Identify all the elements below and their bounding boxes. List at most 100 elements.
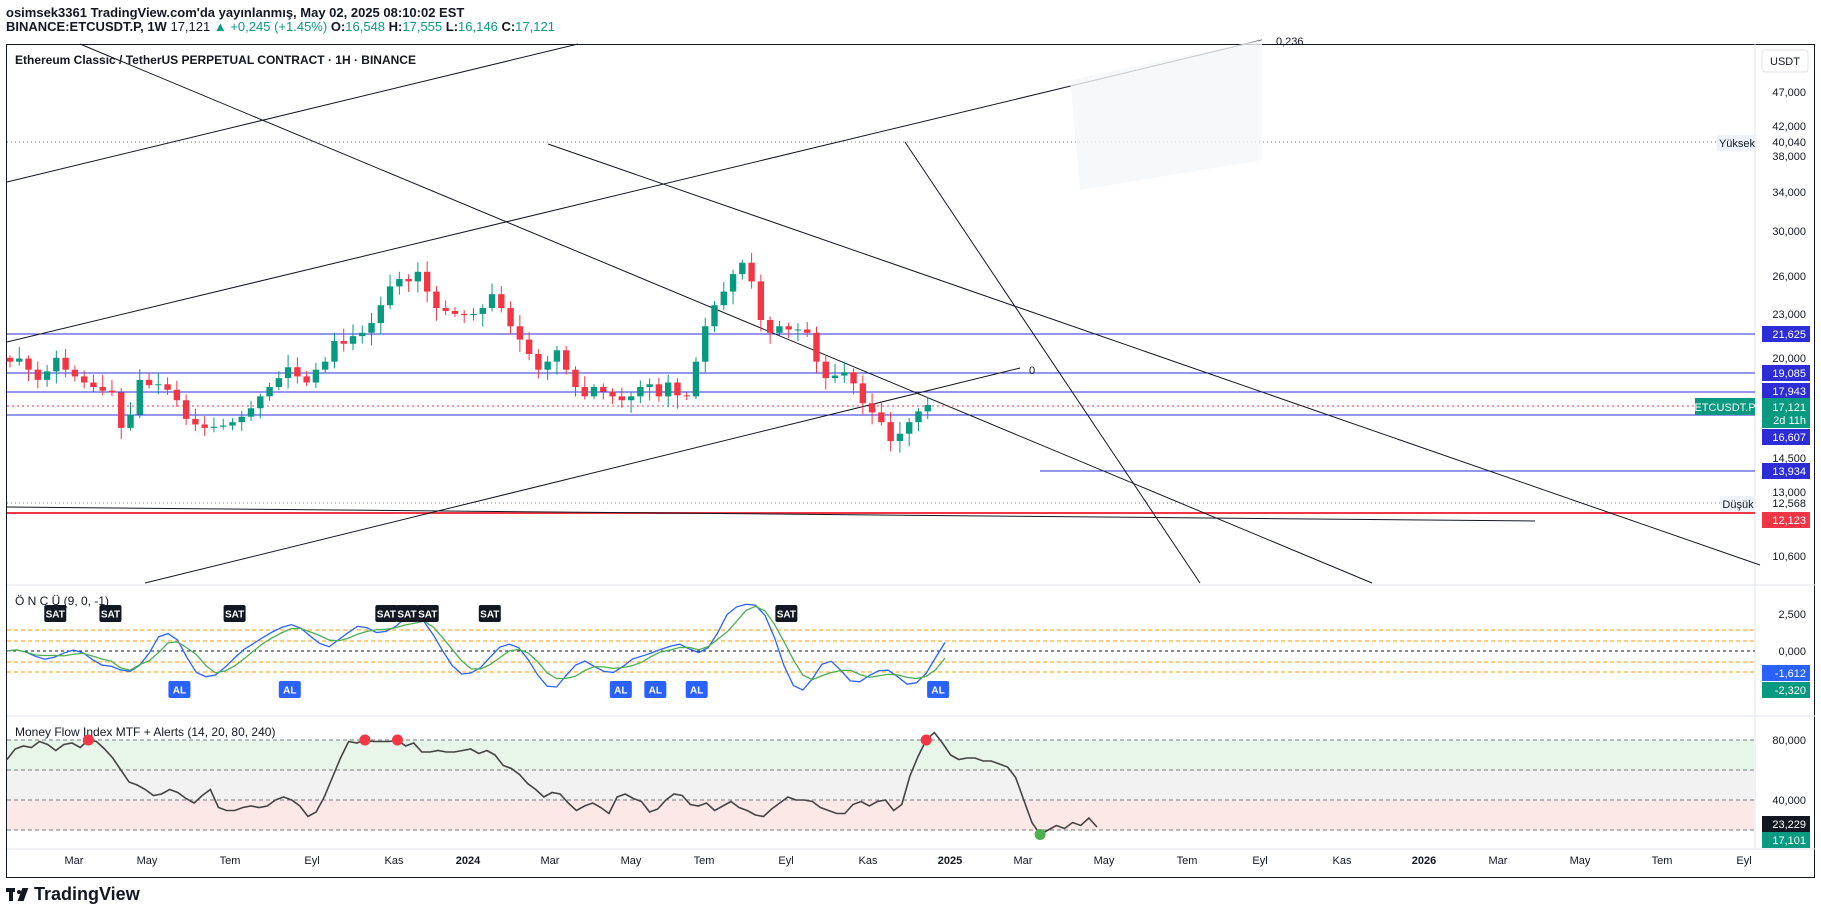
signal-label: SAT — [46, 610, 65, 621]
buy-signal — [609, 681, 632, 698]
signal-label: AL — [283, 686, 296, 697]
candle-body — [118, 392, 125, 428]
candle-body — [405, 278, 412, 282]
candle-body — [766, 319, 774, 333]
price-tick: 47,000 — [1772, 87, 1806, 99]
time-tick: Kas — [385, 855, 404, 867]
time-tick: May — [137, 855, 158, 867]
candle-body — [609, 391, 616, 397]
candle-body — [43, 371, 51, 380]
trendline[interactable] — [144, 367, 1021, 584]
level-badge-text: 21,625 — [1772, 329, 1806, 341]
price-axis[interactable]: 47,000 42,000 38,000 34,000 30,000 26,00… — [1772, 87, 1806, 563]
level-badge-text: 19,085 — [1772, 368, 1806, 380]
trendline[interactable] — [904, 141, 1201, 584]
trendline[interactable] — [79, 43, 1373, 584]
oscillator-line-slow — [6, 605, 946, 681]
currency-button[interactable] — [1761, 49, 1809, 73]
candle-body — [247, 408, 255, 417]
price-tick: 34,000 — [1772, 187, 1806, 199]
candle-body — [581, 387, 588, 397]
candle-body — [590, 387, 598, 397]
close-value: 17,121 — [515, 19, 555, 34]
trendline[interactable] — [6, 43, 579, 183]
mfi-value-badge — [1762, 816, 1810, 832]
mfi-value-badge — [1762, 832, 1810, 848]
time-tick: 2026 — [1412, 855, 1436, 867]
currency-label: USDT — [1770, 56, 1800, 68]
candle-body — [535, 353, 542, 370]
osc-value: -2,320 — [1775, 685, 1806, 697]
candle-body — [878, 412, 885, 423]
candle-body — [748, 262, 755, 282]
signal-label: SAT — [418, 610, 437, 621]
candle-body — [451, 310, 459, 314]
sell-signal — [775, 605, 798, 622]
candle-body — [859, 383, 867, 404]
mfi-line — [6, 731, 1098, 836]
osc-value-badge — [1762, 682, 1810, 698]
candle-body — [16, 358, 23, 362]
sell-signal — [44, 605, 67, 622]
symbol-label: BINANCE:ETCUSDT.P, 1W — [6, 19, 167, 34]
time-tick: Eyl — [304, 855, 319, 867]
open-value: 16,548 — [345, 19, 386, 34]
signal-label: AL — [614, 686, 627, 697]
candle-body — [414, 271, 422, 282]
signal-label: SAT — [225, 610, 244, 621]
candle-body — [887, 422, 894, 442]
osc-tick: 2,500 — [1778, 609, 1806, 621]
trendline[interactable] — [6, 506, 1536, 522]
tradingview-icon — [6, 887, 29, 902]
level-badge-16607 — [1762, 429, 1810, 445]
candle-body — [488, 294, 496, 309]
candle-body — [627, 396, 635, 401]
time-tick: May — [1094, 855, 1115, 867]
candle-body — [618, 396, 626, 401]
candle-body — [53, 357, 60, 372]
candle-body — [136, 379, 143, 415]
sell-signal — [396, 605, 419, 622]
shaded-region — [1070, 40, 1262, 190]
osc-value: -1,612 — [1775, 668, 1806, 680]
time-tick: Kas — [1333, 855, 1352, 867]
trendlines[interactable] — [6, 39, 1761, 584]
time-axis[interactable]: Mar May Tem Eyl Kas 2024 Mar May Tem Eyl Kas 2025 Ma… — [65, 855, 1752, 867]
candle-body — [331, 340, 338, 362]
candle-body — [757, 281, 765, 320]
sell-signal — [99, 605, 122, 622]
level-badge-text: 12,123 — [1772, 515, 1806, 527]
candle-body — [664, 382, 672, 397]
tradingview-logo[interactable]: TradingView — [6, 884, 140, 905]
trendline[interactable] — [6, 39, 1263, 343]
sell-signal — [478, 605, 501, 622]
candle-body — [831, 375, 839, 379]
signal-label: SAT — [777, 610, 796, 621]
candle-body — [785, 326, 792, 330]
mfi-mid-zone — [7, 770, 1754, 800]
candle-body — [90, 382, 97, 388]
last-price: 17,121 — [170, 19, 211, 34]
trendline[interactable] — [547, 143, 1761, 566]
time-tick: 2025 — [938, 855, 962, 867]
candle-body — [924, 405, 931, 412]
time-tick: Kas — [859, 855, 878, 867]
signal-label: SAT — [377, 610, 396, 621]
candle-body — [553, 350, 561, 362]
candle-body — [396, 278, 403, 287]
candle-body — [905, 422, 913, 434]
candle-body — [600, 387, 607, 392]
price-tick: 13,000 — [1772, 487, 1806, 499]
oscillator-line-fast — [6, 603, 946, 691]
sell-signal — [375, 605, 398, 622]
time-tick: Eyl — [1252, 855, 1267, 867]
candle-body — [127, 414, 134, 428]
time-tick: Tem — [220, 855, 241, 867]
candles-group[interactable] — [6, 252, 931, 453]
price-tick: 20,000 — [1772, 353, 1806, 365]
candle-body — [257, 396, 264, 409]
high-value: 17,555 — [402, 19, 443, 34]
level-badge-17943 — [1762, 383, 1810, 399]
level-badge-text: 16,607 — [1772, 432, 1806, 444]
